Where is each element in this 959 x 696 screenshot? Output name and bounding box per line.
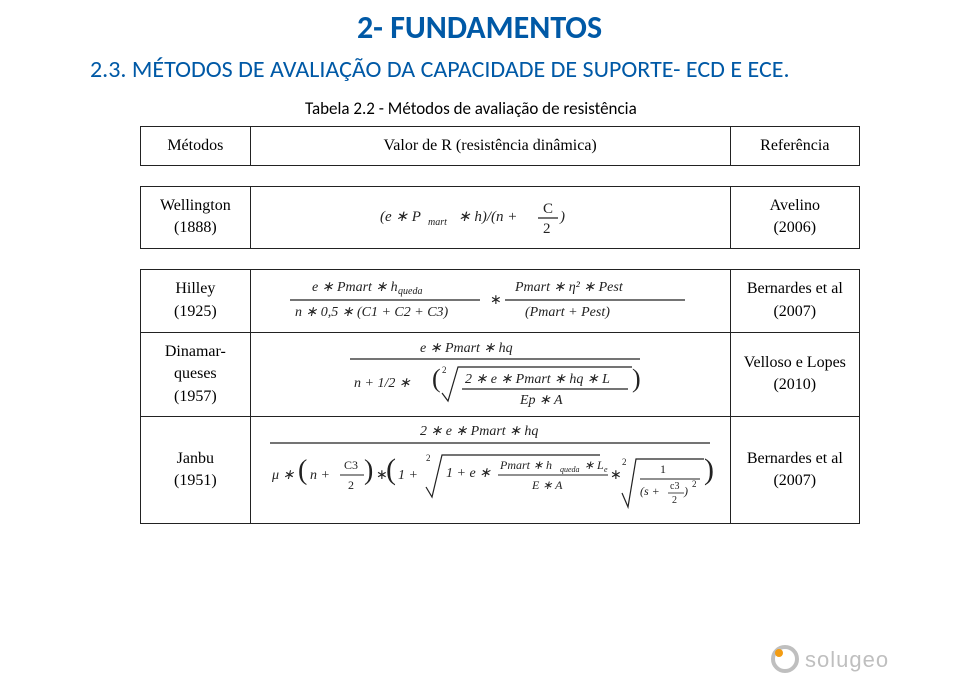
ref-name: Bernardes et al xyxy=(747,280,843,297)
svg-text:): ) xyxy=(704,453,714,486)
svg-text:∗: ∗ xyxy=(490,293,502,308)
method-cell: Dinamar-queses (1957) xyxy=(141,332,251,416)
svg-text:C3: C3 xyxy=(344,458,358,472)
row-spacer xyxy=(141,248,860,269)
method-year: (1957) xyxy=(174,388,217,405)
ref-cell: Bernardes et al (2007) xyxy=(730,416,859,523)
svg-text:(Pmart + Pest): (Pmart + Pest) xyxy=(525,305,610,320)
svg-text:2: 2 xyxy=(692,479,697,489)
method-cell: Wellington (1888) xyxy=(141,187,251,249)
logo-text: solugeo xyxy=(805,647,889,672)
svg-text:e ∗ Pmart ∗ hq: e ∗ Pmart ∗ hq xyxy=(420,341,513,356)
formula-dinamarqueses: e ∗ Pmart ∗ hq n + 1/2 ∗ ( 2 2 ∗ xyxy=(310,337,670,411)
formula-wellington: (e ∗ P mart ∗ h)/(n + C 2 ) xyxy=(380,195,600,239)
svg-text:2: 2 xyxy=(622,457,627,467)
table-header-row: Métodos Valor de R (resistência dinâmica… xyxy=(141,127,860,166)
method-year: (1951) xyxy=(174,472,217,489)
svg-text:): ) xyxy=(632,364,641,393)
ref-name: Bernardes et al xyxy=(747,450,843,467)
svg-text:Pmart ∗ η² ∗ Pest: Pmart ∗ η² ∗ Pest xyxy=(514,280,624,295)
table-caption: Tabela 2.2 - Métodos de avaliação de res… xyxy=(305,98,637,119)
svg-text:(: ( xyxy=(386,453,396,486)
formula-cell: e ∗ Pmart ∗ h queda n ∗ 0,5 ∗ (C1 + C2 +… xyxy=(250,269,730,332)
table-row: Hilley (1925) e ∗ Pmart ∗ h queda n ∗ 0,… xyxy=(141,269,860,332)
svg-text:2 ∗ e ∗ Pmart ∗ hq ∗ L: 2 ∗ e ∗ Pmart ∗ hq ∗ L xyxy=(465,372,610,387)
svg-text:2: 2 xyxy=(426,453,431,463)
svg-text:n + 1/2 ∗: n + 1/2 ∗ xyxy=(354,376,411,391)
ref-cell: Bernardes et al (2007) xyxy=(730,269,859,332)
formula-cell: e ∗ Pmart ∗ hq n + 1/2 ∗ ( 2 2 ∗ xyxy=(250,332,730,416)
logo: solugeo xyxy=(767,639,937,684)
svg-text:Pmart ∗ h: Pmart ∗ h xyxy=(499,458,552,472)
svg-text:1: 1 xyxy=(660,462,666,476)
formula-hilley: e ∗ Pmart ∗ h queda n ∗ 0,5 ∗ (C1 + C2 +… xyxy=(280,274,700,328)
svg-text:(s +: (s + xyxy=(640,484,660,498)
row-spacer xyxy=(141,166,860,187)
header-ref: Referência xyxy=(730,127,859,166)
header-methods: Métodos xyxy=(141,127,251,166)
slide-subtitle: 2.3. MÉTODOS DE AVALIAÇÃO DA CAPACIDADE … xyxy=(90,55,790,84)
svg-text:(e ∗ P: (e ∗ P xyxy=(380,209,421,225)
svg-text:(: ( xyxy=(298,455,307,486)
svg-text:): ) xyxy=(683,484,688,498)
svg-text:2: 2 xyxy=(543,221,551,237)
slide: 2- FUNDAMENTOS 2.3. MÉTODOS DE AVALIAÇÃO… xyxy=(0,0,959,696)
method-cell: Hilley (1925) xyxy=(141,269,251,332)
svg-text:∗: ∗ xyxy=(610,468,622,483)
svg-text:1 +: 1 + xyxy=(398,468,418,483)
svg-text:2 ∗ e ∗ Pmart ∗ hq: 2 ∗ e ∗ Pmart ∗ hq xyxy=(420,424,538,439)
svg-text:queda: queda xyxy=(560,465,580,474)
method-name: Hilley xyxy=(175,280,215,297)
ref-year: (2010) xyxy=(773,376,816,393)
method-year: (1925) xyxy=(174,303,217,320)
methods-table-wrap: Métodos Valor de R (resistência dinâmica… xyxy=(140,126,860,524)
method-cell: Janbu (1951) xyxy=(141,416,251,523)
svg-text:(: ( xyxy=(432,364,441,393)
formula-cell: (e ∗ P mart ∗ h)/(n + C 2 ) xyxy=(250,187,730,249)
slide-title: 2- FUNDAMENTOS xyxy=(0,8,959,47)
ref-year: (2006) xyxy=(773,219,816,236)
svg-text:2: 2 xyxy=(672,495,677,506)
svg-text:n +: n + xyxy=(310,468,330,483)
svg-text:e ∗ Pmart ∗ h: e ∗ Pmart ∗ h xyxy=(312,280,398,295)
table-row: Dinamar-queses (1957) e ∗ Pmart ∗ hq n +… xyxy=(141,332,860,416)
svg-text:2: 2 xyxy=(348,478,354,492)
svg-text:Ep ∗ A: Ep ∗ A xyxy=(519,393,563,408)
svg-text:E ∗ A: E ∗ A xyxy=(531,478,563,492)
logo-icon: solugeo xyxy=(767,639,937,679)
ref-cell: Avelino (2006) xyxy=(730,187,859,249)
method-year: (1888) xyxy=(174,219,217,236)
svg-text:queda: queda xyxy=(398,286,422,297)
method-name: Janbu xyxy=(177,450,214,467)
svg-text:mart: mart xyxy=(428,217,447,228)
ref-cell: Velloso e Lopes (2010) xyxy=(730,332,859,416)
formula-janbu: 2 ∗ e ∗ Pmart ∗ hq μ ∗ ( n + C3 2 ) xyxy=(260,421,720,519)
svg-text:): ) xyxy=(364,455,373,486)
svg-text:μ ∗: μ ∗ xyxy=(271,468,295,483)
svg-text:2: 2 xyxy=(442,365,447,375)
svg-text:n ∗ 0,5 ∗ (C1 + C2 + C3): n ∗ 0,5 ∗ (C1 + C2 + C3) xyxy=(295,305,449,320)
ref-name: Avelino xyxy=(770,197,820,214)
ref-year: (2007) xyxy=(773,472,816,489)
svg-text:e: e xyxy=(604,465,608,474)
table-row: Janbu (1951) 2 ∗ e ∗ Pmart ∗ hq μ ∗ ( xyxy=(141,416,860,523)
formula-cell: 2 ∗ e ∗ Pmart ∗ hq μ ∗ ( n + C3 2 ) xyxy=(250,416,730,523)
svg-text:∗ L: ∗ L xyxy=(584,458,604,472)
methods-table: Métodos Valor de R (resistência dinâmica… xyxy=(140,126,860,524)
header-formula: Valor de R (resistência dinâmica) xyxy=(250,127,730,166)
svg-text:1 + e ∗: 1 + e ∗ xyxy=(446,466,491,481)
svg-text:c3: c3 xyxy=(670,481,679,492)
method-name: Dinamar-queses xyxy=(165,343,226,382)
table-row: Wellington (1888) (e ∗ P mart ∗ h)/(n + … xyxy=(141,187,860,249)
svg-text:C: C xyxy=(543,201,553,217)
ref-name: Velloso e Lopes xyxy=(744,354,846,371)
method-name: Wellington xyxy=(160,197,231,214)
svg-text:∗ h)/(n +: ∗ h)/(n + xyxy=(458,209,517,225)
ref-year: (2007) xyxy=(773,303,816,320)
svg-text:): ) xyxy=(559,209,565,225)
